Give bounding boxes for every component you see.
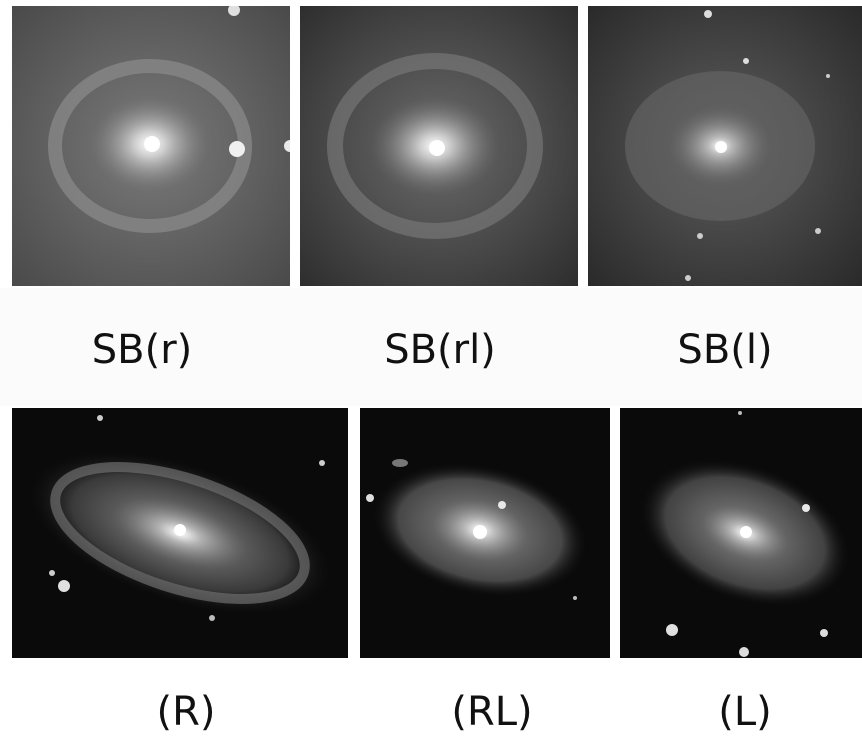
- galaxy-image-r: [12, 408, 348, 658]
- galaxy-image-sb-l: [588, 6, 862, 286]
- galaxy-image-rl: [360, 408, 610, 658]
- label-l: (L): [718, 689, 772, 735]
- label-r: (R): [156, 689, 216, 735]
- galaxy-image-l: [620, 408, 862, 658]
- galaxy-image-sb-rl: [300, 6, 578, 286]
- label-sb-l: SB(l): [677, 327, 773, 373]
- label-sb-r: SB(r): [91, 327, 193, 373]
- label-band: [0, 288, 862, 406]
- label-sb-rl: SB(rl): [384, 327, 496, 373]
- label-rl: (RL): [451, 689, 533, 735]
- galaxy-image-sb-r: [12, 6, 290, 286]
